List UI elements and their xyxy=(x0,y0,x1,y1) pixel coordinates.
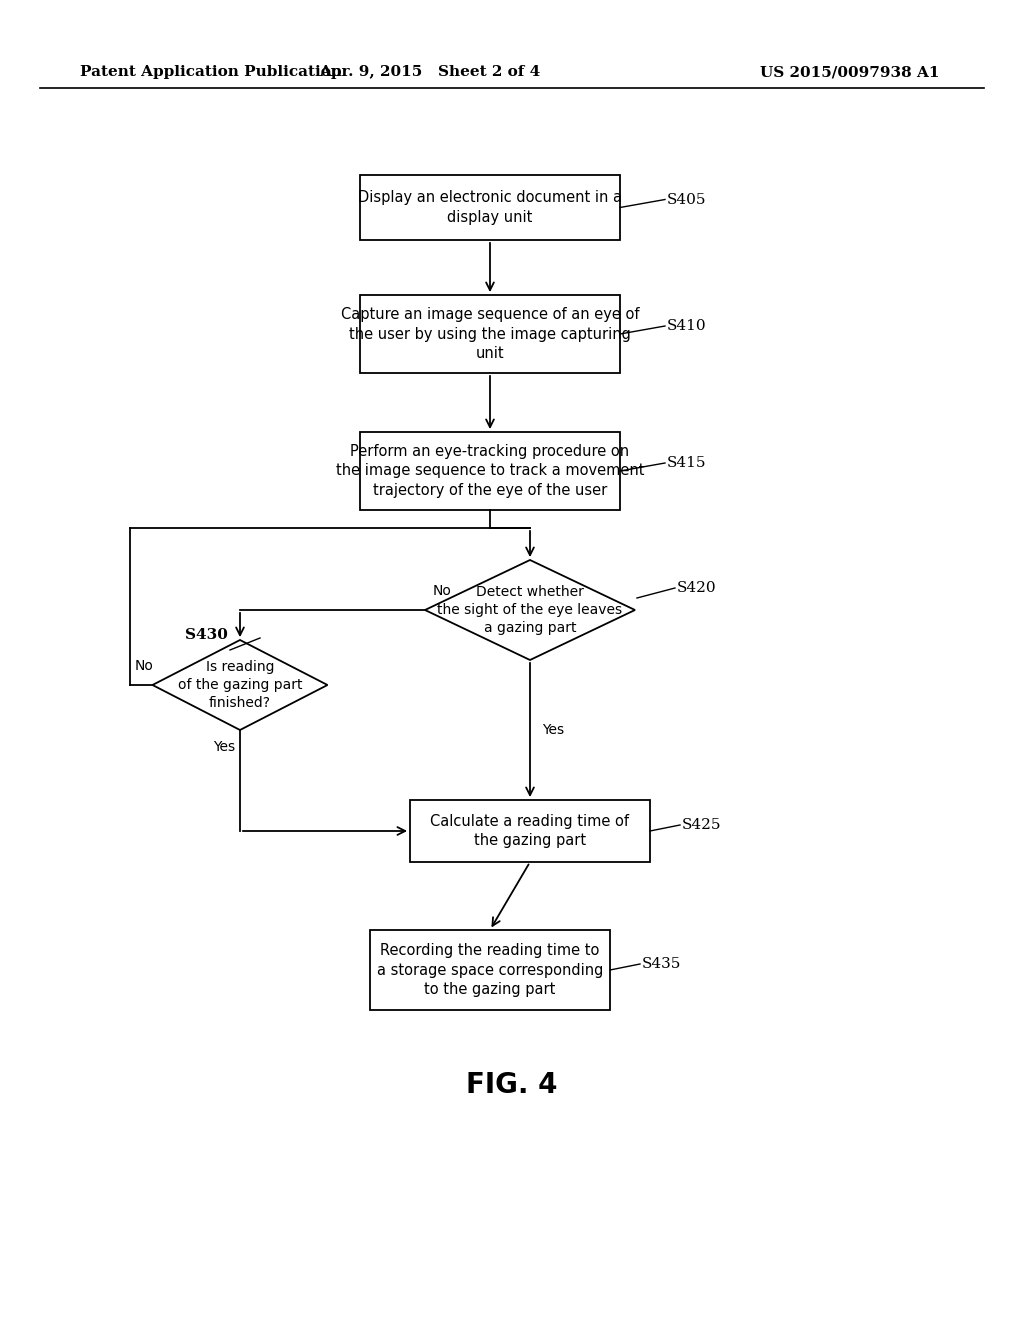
Text: US 2015/0097938 A1: US 2015/0097938 A1 xyxy=(760,65,939,79)
Text: Yes: Yes xyxy=(213,741,234,754)
Text: S425: S425 xyxy=(682,818,722,832)
Polygon shape xyxy=(153,640,328,730)
Text: Detect whether
the sight of the eye leaves
a gazing part: Detect whether the sight of the eye leav… xyxy=(437,585,623,635)
Text: Display an electronic document in a
display unit: Display an electronic document in a disp… xyxy=(358,190,622,224)
Text: S405: S405 xyxy=(667,193,707,206)
Text: S430: S430 xyxy=(185,628,228,642)
Text: FIG. 4: FIG. 4 xyxy=(466,1071,558,1100)
Text: Patent Application Publication: Patent Application Publication xyxy=(80,65,342,79)
FancyBboxPatch shape xyxy=(360,432,620,510)
Text: Perform an eye-tracking procedure on
the image sequence to track a movement
traj: Perform an eye-tracking procedure on the… xyxy=(336,444,644,498)
Text: Yes: Yes xyxy=(542,723,564,737)
FancyBboxPatch shape xyxy=(360,176,620,240)
Text: Capture an image sequence of an eye of
the user by using the image capturing
uni: Capture an image sequence of an eye of t… xyxy=(341,306,639,362)
Text: Calculate a reading time of
the gazing part: Calculate a reading time of the gazing p… xyxy=(430,813,630,849)
Text: S410: S410 xyxy=(667,319,707,333)
Text: No: No xyxy=(433,583,452,598)
Text: Apr. 9, 2015   Sheet 2 of 4: Apr. 9, 2015 Sheet 2 of 4 xyxy=(319,65,541,79)
FancyBboxPatch shape xyxy=(360,294,620,374)
Text: S420: S420 xyxy=(677,581,717,595)
FancyBboxPatch shape xyxy=(370,931,610,1010)
FancyBboxPatch shape xyxy=(410,800,650,862)
Text: Is reading
of the gazing part
finished?: Is reading of the gazing part finished? xyxy=(178,660,302,710)
Text: S415: S415 xyxy=(667,455,707,470)
Text: S435: S435 xyxy=(642,957,681,972)
Text: Recording the reading time to
a storage space corresponding
to the gazing part: Recording the reading time to a storage … xyxy=(377,942,603,998)
Text: No: No xyxy=(135,659,154,673)
Polygon shape xyxy=(425,560,635,660)
